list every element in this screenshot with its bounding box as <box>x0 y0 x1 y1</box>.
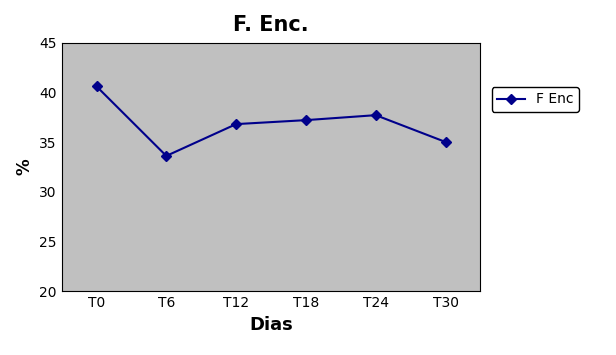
Legend: F Enc: F Enc <box>492 87 579 112</box>
Y-axis label: %: % <box>15 159 34 175</box>
X-axis label: Dias: Dias <box>249 316 293 333</box>
Title: F. Enc.: F. Enc. <box>233 16 309 36</box>
